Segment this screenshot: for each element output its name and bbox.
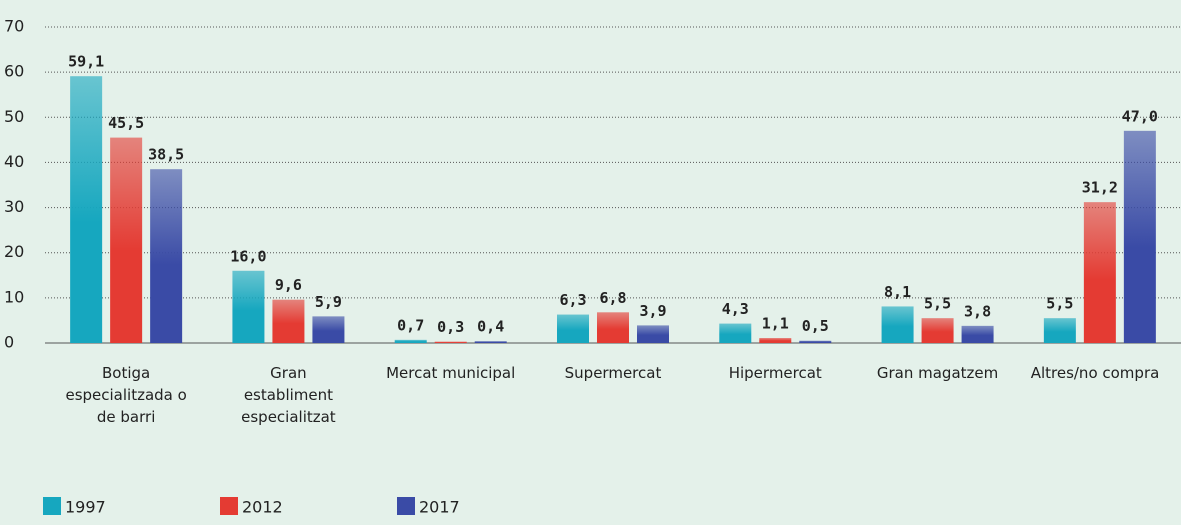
bar: [921, 318, 954, 343]
bar: [719, 323, 752, 343]
legend-swatch: [43, 497, 61, 515]
value-label: 6,8: [599, 289, 626, 307]
bar: [759, 338, 792, 343]
bar: [232, 270, 265, 343]
bar: [474, 341, 507, 343]
legend-label: 1997: [65, 498, 106, 517]
value-label: 59,1: [68, 53, 104, 71]
y-tick-label: 50: [4, 107, 24, 126]
bar: [1083, 202, 1116, 343]
y-tick-label: 0: [4, 333, 14, 352]
value-label: 0,3: [437, 318, 464, 336]
value-label: 1,1: [762, 315, 789, 333]
value-label: 0,7: [397, 316, 424, 334]
x-tick-label: Gran magatzem: [876, 364, 999, 382]
x-tick-label: Supermercat: [564, 364, 662, 382]
x-tick-label: Altres/no compra: [1030, 364, 1160, 382]
y-tick-label: 40: [4, 152, 24, 171]
bar: [70, 76, 103, 343]
bar: [150, 169, 183, 343]
bar: [1123, 130, 1156, 343]
bar: [881, 306, 914, 343]
bar: [434, 341, 467, 343]
x-tick-label: Gran establiment especialitzat: [241, 364, 336, 426]
y-tick-label: 60: [4, 62, 24, 81]
x-tick-label: Botiga especialitzada o de barri: [65, 364, 187, 426]
value-label: 5,5: [924, 295, 951, 313]
bar: [110, 137, 143, 343]
y-tick-label: 20: [4, 242, 24, 261]
y-tick-label: 30: [4, 197, 24, 216]
value-label: 0,4: [477, 318, 504, 336]
value-label: 5,5: [1046, 295, 1073, 313]
legend-label: 2017: [419, 498, 460, 517]
value-label: 9,6: [275, 276, 302, 294]
value-label: 5,9: [315, 293, 342, 311]
bar: [272, 299, 305, 343]
value-label: 3,9: [639, 302, 666, 320]
legend-swatch: [220, 497, 238, 515]
bar: [557, 314, 589, 343]
bar: [961, 325, 994, 343]
value-label: 38,5: [148, 146, 184, 164]
value-label: 8,1: [884, 283, 911, 301]
value-label: 6,3: [559, 291, 586, 309]
value-label: 0,5: [802, 317, 829, 335]
legend-label: 2012: [242, 498, 283, 517]
bar: [1043, 318, 1076, 343]
y-tick-label: 70: [4, 17, 24, 36]
bar: [637, 325, 669, 343]
value-label: 16,0: [230, 247, 266, 265]
y-tick-label: 10: [4, 287, 24, 306]
x-tick-label: Mercat municipal: [386, 364, 516, 382]
value-label: 45,5: [108, 114, 144, 132]
value-label: 47,0: [1122, 107, 1158, 125]
value-label: 4,3: [722, 300, 749, 318]
bar: [799, 340, 832, 343]
bar: [597, 312, 629, 343]
value-label: 31,2: [1082, 179, 1118, 197]
bar: [312, 316, 345, 343]
value-label: 3,8: [964, 302, 991, 320]
legend-swatch: [397, 497, 415, 515]
x-tick-label: Hipermercat: [728, 364, 822, 382]
bar: [394, 339, 427, 343]
